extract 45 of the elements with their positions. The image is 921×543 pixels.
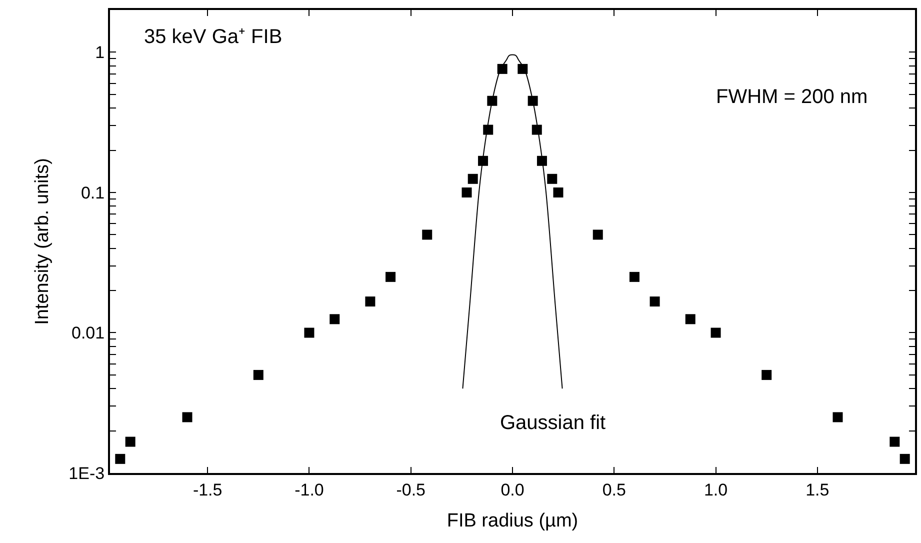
- point: [182, 412, 192, 422]
- point: [528, 96, 538, 106]
- point: [553, 187, 564, 198]
- point: [115, 454, 126, 464]
- point: [462, 187, 472, 198]
- point: [487, 96, 498, 106]
- point: [422, 230, 432, 240]
- x-axis-title: FIB radius (µm): [446, 510, 578, 532]
- y-axis-title: Intensity (arb. units): [32, 158, 54, 325]
- y-tick-label: 0.01: [72, 324, 105, 343]
- x-tick-label: 0.5: [602, 480, 626, 500]
- annotation: 35 keV Ga⁺ FIB: [144, 26, 282, 48]
- point: [650, 296, 660, 306]
- point: [468, 174, 478, 184]
- point: [832, 412, 843, 422]
- point: [386, 272, 396, 282]
- point: [532, 124, 542, 135]
- y-tick-label: 0.1: [80, 183, 105, 202]
- point: [900, 454, 910, 464]
- y-tick-label: 1E-3: [68, 464, 105, 483]
- point: [685, 314, 696, 324]
- point: [125, 436, 136, 447]
- point: [710, 328, 721, 338]
- annotation: FWHM = 200 nm: [716, 86, 868, 108]
- point: [536, 156, 547, 166]
- line-series: [462, 54, 563, 390]
- point: [478, 156, 488, 166]
- point: [253, 370, 264, 380]
- x-tick-label: 0.0: [500, 480, 524, 500]
- point: [547, 174, 558, 184]
- point: [304, 328, 314, 338]
- point: [330, 314, 340, 324]
- point: [592, 230, 603, 240]
- annotation: Gaussian fit: [500, 412, 606, 434]
- point: [365, 296, 376, 306]
- x-tick-label: -1.5: [192, 480, 222, 500]
- point: [890, 436, 900, 447]
- x-tick-label: 1.0: [704, 480, 728, 500]
- point: [762, 370, 772, 380]
- x-tick-label: 1.5: [806, 480, 830, 500]
- point: [629, 272, 640, 282]
- x-tick-label: -1.0: [294, 480, 324, 500]
- x-tick-label: -0.5: [396, 480, 426, 500]
- point: [483, 124, 494, 135]
- y-tick-label: 1: [95, 43, 105, 62]
